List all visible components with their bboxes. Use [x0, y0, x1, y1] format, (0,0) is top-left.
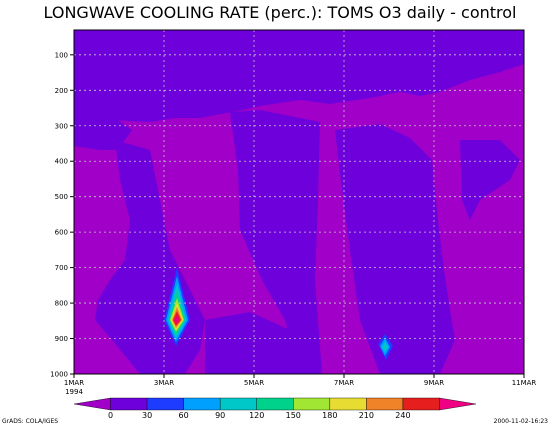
- colorbar-swatch: [439, 397, 477, 411]
- y-tick-label: 300: [55, 122, 68, 130]
- year-label: 1994: [65, 388, 83, 396]
- y-tick-label: 200: [55, 87, 68, 95]
- colorbar-swatch: [110, 397, 148, 411]
- x-tick-label: 1MAR: [64, 379, 84, 387]
- colorbar-label: 210: [359, 411, 374, 420]
- colorbar-label: 60: [179, 411, 189, 420]
- colorbar-label: 30: [142, 411, 152, 420]
- grid-lines: [74, 30, 524, 374]
- x-tick-label: 9MAR: [424, 379, 444, 387]
- local-max-3mar: [164, 268, 190, 346]
- x-tick-label: 11MAR: [512, 379, 537, 387]
- colorbar-label: 120: [249, 411, 264, 420]
- colorbar-label: 240: [395, 411, 410, 420]
- colorbar-swatch: [219, 397, 257, 411]
- colorbar-swatch: [256, 397, 294, 411]
- y-tick-label: 700: [55, 264, 68, 272]
- colorbar-label: 180: [322, 411, 337, 420]
- contour-field: [74, 30, 524, 374]
- colorbar-swatch: [366, 397, 404, 411]
- footer-left: GrADS: COLA/IGES: [2, 418, 58, 425]
- y-tick-label: 800: [55, 300, 68, 308]
- x-tick-label: 7MAR: [334, 379, 354, 387]
- colorbar-label: 0: [108, 411, 113, 420]
- contour-right-column: [335, 124, 455, 374]
- contour-mid-column: [230, 110, 322, 374]
- colorbar-swatch: [183, 397, 221, 411]
- y-tick-label: 600: [55, 229, 68, 237]
- plot-frame: [73, 29, 525, 375]
- y-axis: 100 200 300 400 500 600 700 800 900 1000: [50, 51, 74, 379]
- chart-title: LONGWAVE COOLING RATE (perc.): TOMS O3 d…: [44, 3, 517, 22]
- x-axis: 1MAR 3MAR 5MAR 7MAR 9MAR 11MAR: [64, 374, 537, 387]
- colorbar-label: 150: [286, 411, 301, 420]
- colorbar-swatch: [329, 397, 367, 411]
- colorbar-swatch: [73, 397, 111, 411]
- colorbar: 0 30 60 90 120 150 180 210 240: [73, 397, 477, 420]
- y-tick-label: 500: [55, 193, 68, 201]
- local-max-7mar: [378, 334, 393, 360]
- colorbar-swatch: [293, 397, 331, 411]
- colorbar-label: 90: [215, 411, 225, 420]
- contour-upper-band: [74, 30, 524, 122]
- y-tick-label: 100: [55, 51, 68, 59]
- x-tick-label: 3MAR: [154, 379, 174, 387]
- y-tick-label: 1000: [50, 371, 68, 379]
- contour-lower-band: [205, 312, 300, 374]
- x-tick-label: 5MAR: [244, 379, 264, 387]
- colorbar-swatch: [146, 397, 184, 411]
- contour-right-edge: [460, 140, 520, 220]
- y-tick-label: 400: [55, 158, 68, 166]
- colorbar-swatch: [402, 397, 440, 411]
- y-tick-label: 900: [55, 335, 68, 343]
- footer-right: 2000-11-02-16:23: [494, 418, 549, 425]
